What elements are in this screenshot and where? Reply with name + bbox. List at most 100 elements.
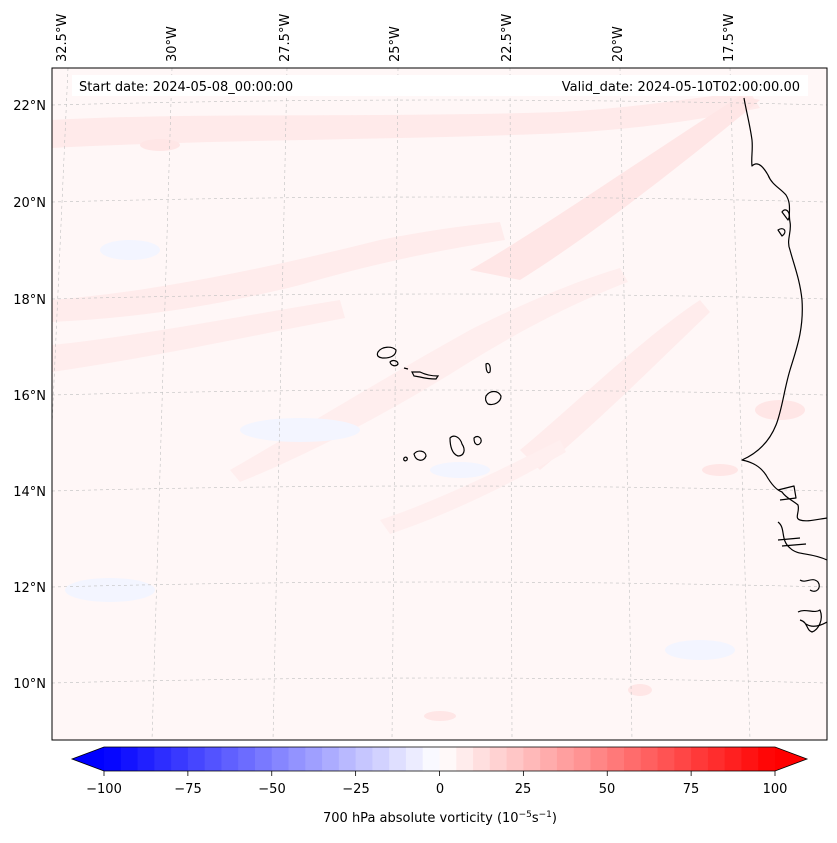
lon-label-22.5W: 22.5°W (500, 14, 515, 62)
colorbar-cell (355, 747, 373, 771)
vorticity-negative-patch (665, 640, 735, 660)
colorbar-cell (674, 747, 692, 771)
colorbar-cell (372, 747, 390, 771)
lon-label-30W: 30°W (165, 26, 180, 62)
vorticity-negative-patch (240, 418, 360, 442)
colorbar-cell (338, 747, 357, 771)
gridline-lon-22.5W (509, 68, 513, 740)
bissau-estuary (777, 537, 807, 547)
sierra-leone-coast (805, 621, 827, 627)
gridline-lat-22N (52, 99, 827, 106)
colorbar-cell (422, 747, 440, 771)
santo-antao-island (376, 346, 397, 359)
gridline-lat-10N (52, 677, 827, 684)
gridline-lon-30W (151, 68, 173, 740)
colorbar-cell (624, 747, 642, 771)
colorbar-cell (691, 747, 709, 771)
map-panel: Start date: 2024-05-08_00:00:00 Valid_da… (13, 14, 828, 741)
colorbar-ticks (103, 771, 776, 776)
colorbar-tick-label: 25 (515, 782, 532, 797)
brava-island (403, 456, 408, 462)
vorticity-band-diagonal (470, 96, 760, 280)
latitude-labels: 22°N 20°N 18°N 16°N 14°N 12°N 10°N (13, 99, 46, 692)
banc-d-arguin-islet (777, 228, 786, 237)
gridline-lon-25W (391, 68, 399, 740)
lat-label-22N: 22°N (13, 99, 46, 114)
gridline-lon-27.5W (272, 68, 288, 740)
maio-island (473, 436, 482, 446)
colorbar-label: 700 hPa absolute vorticity (10−5s−1) (323, 810, 557, 826)
colorbar-min-extend (72, 747, 104, 771)
lat-label-20N: 20°N (13, 196, 46, 211)
fogo-island (413, 450, 427, 461)
vorticity-positive-patch (424, 711, 456, 721)
colorbar-cell (405, 747, 424, 771)
lat-label-16N: 16°N (13, 389, 46, 404)
colorbar-cell (137, 747, 155, 771)
guinea-coast (797, 609, 822, 633)
colorbar-cell (322, 747, 340, 771)
lat-label-14N: 14°N (13, 485, 46, 500)
vorticity-field (52, 92, 805, 721)
colorbar-tick-label: −75 (174, 782, 201, 797)
lat-label-10N: 10°N (13, 677, 46, 692)
colorbar-cell (238, 747, 256, 771)
colorbar-cell (120, 747, 139, 771)
vorticity-negative-patch (100, 240, 160, 260)
colorbar-cell (305, 747, 323, 771)
colorbar-cell (439, 747, 457, 771)
map-background (52, 68, 827, 740)
colorbar-tick-label: −25 (342, 782, 369, 797)
map-gridlines (52, 68, 827, 740)
colorbar-cell (171, 747, 189, 771)
lon-label-17.5W: 17.5°W (722, 14, 737, 62)
sao-nicolau-island (411, 371, 440, 380)
sao-vicente-island (389, 359, 399, 367)
colorbar-cell (657, 747, 675, 771)
vorticity-positive-patch (140, 139, 180, 151)
vorticity-band-south (380, 440, 566, 534)
santiago-island (449, 435, 465, 457)
colorbar-max-extend (775, 747, 807, 771)
gambia-coast (777, 485, 797, 501)
gridline-lon-20W (619, 68, 633, 740)
colorbar-cell (271, 747, 290, 771)
colorbar-tick-label: 0 (436, 782, 444, 797)
colorbar-tick-label: 75 (683, 782, 700, 797)
colorbar-cell (104, 747, 122, 771)
vorticity-band-east (520, 300, 710, 470)
colorbar-cell (187, 747, 206, 771)
gridline-lat-18N (52, 293, 827, 300)
santa-luzia-island (403, 367, 409, 370)
colorbar-cell (573, 747, 591, 771)
colorbar-cell (154, 747, 172, 771)
gridline-lat-14N (52, 485, 827, 492)
colorbar-cell (556, 747, 575, 771)
colorbar-cell (456, 747, 474, 771)
vorticity-positive-patch (702, 464, 738, 476)
colorbar-cell (590, 747, 608, 771)
colorbar-cell (707, 747, 726, 771)
vorticity-negative-patch (65, 578, 155, 602)
colorbar-tick-label: 50 (599, 782, 616, 797)
valid-date-label: Valid_date: 2024-05-10T02:00:00.00 (562, 80, 800, 95)
gridline-lat-16N (52, 389, 827, 396)
gridline-lon-32.5W (52, 68, 69, 434)
longitude-labels: 32.5°W 30°W 27.5°W 25°W 22.5°W 20°W 17.5… (55, 14, 737, 62)
map-frame (51, 67, 828, 741)
colorbar-cell (473, 747, 491, 771)
colorbar-cell (724, 747, 742, 771)
lat-label-12N: 12°N (13, 581, 46, 596)
colorbar-cell (221, 747, 239, 771)
cape-verde-islands (376, 346, 502, 462)
colorbar-cell (523, 747, 541, 771)
lon-label-25W: 25°W (388, 26, 403, 62)
lat-label-18N: 18°N (13, 293, 46, 308)
sal-island (485, 362, 491, 374)
date-banner (72, 75, 808, 96)
lon-label-27.5W: 27.5°W (278, 14, 293, 62)
colorbar-cell (640, 747, 659, 771)
colorbar-cell (540, 747, 558, 771)
colorbar-cell (607, 747, 625, 771)
